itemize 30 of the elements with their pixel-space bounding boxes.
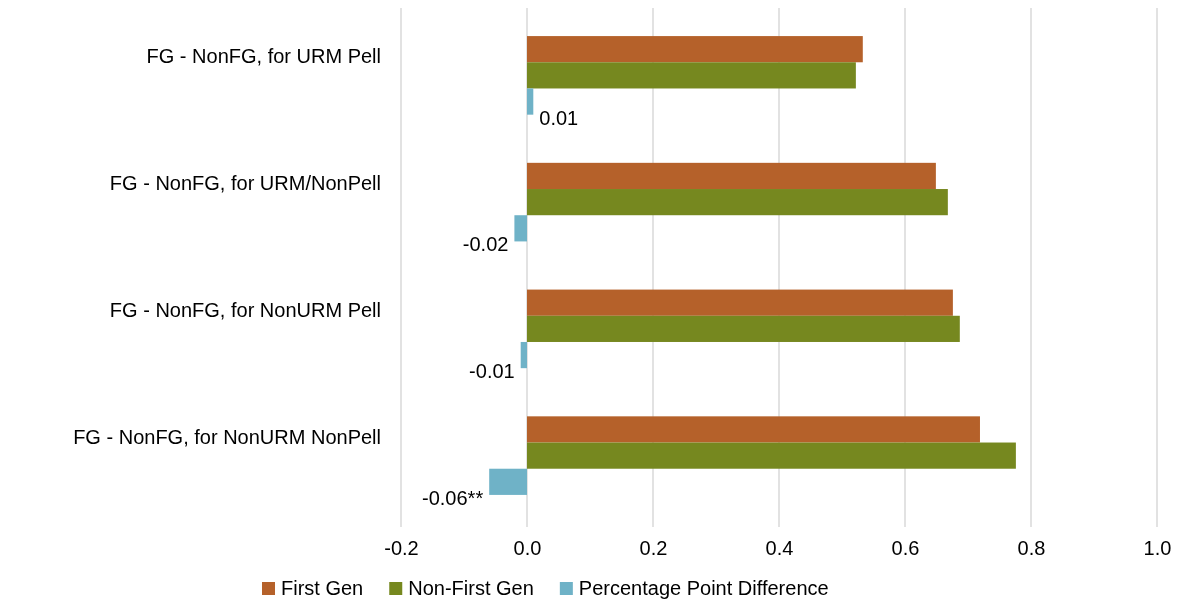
bar bbox=[527, 62, 856, 89]
bar bbox=[527, 162, 936, 190]
bar bbox=[527, 36, 863, 63]
bar bbox=[489, 468, 527, 495]
bar bbox=[527, 442, 1016, 469]
x-tick-label: 0.4 bbox=[765, 537, 794, 560]
data-label: -0.06** bbox=[422, 486, 484, 509]
y-tick-label: FG - NonFG, for NonURM NonPell bbox=[73, 425, 381, 448]
x-tick-label: 0.2 bbox=[639, 537, 668, 560]
legend-label: First Gen bbox=[281, 577, 364, 599]
x-tick-label: 0.8 bbox=[1017, 537, 1046, 560]
data-label: -0.02 bbox=[462, 233, 509, 256]
x-tick-label: 0.6 bbox=[891, 537, 920, 560]
y-tick-label: FG - NonFG, for NonURM Pell bbox=[109, 298, 381, 321]
bar bbox=[527, 416, 980, 443]
data-label: 0.01 bbox=[539, 106, 579, 129]
legend-label: Non-First Gen bbox=[408, 577, 534, 599]
y-tick-label: FG - NonFG, for URM/NonPell bbox=[109, 172, 381, 195]
bar bbox=[520, 341, 527, 369]
data-label: -0.01 bbox=[469, 360, 515, 383]
bar bbox=[527, 315, 960, 342]
bar bbox=[527, 88, 534, 115]
y-tick-label: FG - NonFG, for URM Pell bbox=[146, 45, 381, 68]
bar bbox=[527, 189, 948, 216]
legend-label: Percentage Point Difference bbox=[578, 577, 829, 599]
x-tick-label: -0.2 bbox=[384, 537, 419, 560]
bar bbox=[527, 289, 953, 316]
bar bbox=[514, 215, 527, 242]
x-tick-label: 0.0 bbox=[513, 537, 542, 560]
x-tick-label: 1.0 bbox=[1143, 537, 1172, 560]
